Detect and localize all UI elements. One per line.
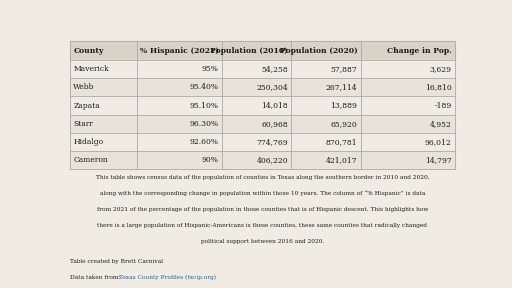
Text: 774,769: 774,769 bbox=[257, 138, 288, 146]
Text: political support between 2016 and 2020.: political support between 2016 and 2020. bbox=[201, 238, 324, 244]
Bar bbox=[222, 41, 291, 60]
Text: 92.60%: 92.60% bbox=[190, 138, 219, 146]
Text: Hidalgo: Hidalgo bbox=[73, 138, 103, 146]
Text: 90%: 90% bbox=[202, 156, 219, 164]
Text: 60,968: 60,968 bbox=[261, 120, 288, 128]
Text: This table shows census data of the population of counties in Texas along the so: This table shows census data of the popu… bbox=[96, 175, 429, 180]
Text: Webb: Webb bbox=[73, 83, 95, 91]
Text: 870,781: 870,781 bbox=[326, 138, 357, 146]
Bar bbox=[360, 78, 455, 96]
Bar bbox=[291, 133, 360, 151]
Text: Starr: Starr bbox=[73, 120, 93, 128]
Bar bbox=[360, 115, 455, 133]
Text: 95%: 95% bbox=[202, 65, 219, 73]
Text: -189: -189 bbox=[434, 102, 452, 109]
Text: 96,012: 96,012 bbox=[425, 138, 452, 146]
Bar bbox=[291, 115, 360, 133]
Bar bbox=[137, 60, 222, 78]
Text: 250,304: 250,304 bbox=[257, 83, 288, 91]
Bar bbox=[291, 60, 360, 78]
Bar bbox=[137, 151, 222, 169]
Bar bbox=[70, 60, 137, 78]
Text: Zapata: Zapata bbox=[73, 102, 100, 109]
Text: 54,258: 54,258 bbox=[261, 65, 288, 73]
Bar bbox=[291, 96, 360, 115]
Bar bbox=[137, 41, 222, 60]
Bar bbox=[222, 60, 291, 78]
Bar bbox=[70, 133, 137, 151]
Text: 267,114: 267,114 bbox=[326, 83, 357, 91]
Text: 14,018: 14,018 bbox=[261, 102, 288, 109]
Text: from 2021 of the percentage of the population in those counties that is of Hispa: from 2021 of the percentage of the popul… bbox=[97, 207, 428, 212]
Bar bbox=[70, 115, 137, 133]
Text: 16,810: 16,810 bbox=[425, 83, 452, 91]
Bar bbox=[70, 151, 137, 169]
Text: Data taken from:: Data taken from: bbox=[70, 274, 122, 280]
Bar bbox=[360, 133, 455, 151]
Text: 421,017: 421,017 bbox=[326, 156, 357, 164]
Text: 406,220: 406,220 bbox=[257, 156, 288, 164]
Bar bbox=[70, 41, 137, 60]
Bar bbox=[137, 96, 222, 115]
Bar bbox=[360, 60, 455, 78]
Bar bbox=[222, 78, 291, 96]
Text: 65,920: 65,920 bbox=[331, 120, 357, 128]
Bar bbox=[291, 78, 360, 96]
Bar bbox=[137, 115, 222, 133]
Bar bbox=[291, 151, 360, 169]
Text: % Hispanic (2021): % Hispanic (2021) bbox=[140, 47, 219, 55]
Text: Texas County Profiles (txcip.org): Texas County Profiles (txcip.org) bbox=[118, 274, 216, 280]
Text: 3,629: 3,629 bbox=[430, 65, 452, 73]
Text: 57,887: 57,887 bbox=[331, 65, 357, 73]
Bar bbox=[70, 96, 137, 115]
Bar bbox=[360, 41, 455, 60]
Bar bbox=[222, 151, 291, 169]
Text: 13,889: 13,889 bbox=[331, 102, 357, 109]
Text: Table created by Brett Carnival: Table created by Brett Carnival bbox=[70, 259, 163, 264]
Text: 14,797: 14,797 bbox=[425, 156, 452, 164]
Bar bbox=[291, 41, 360, 60]
Bar bbox=[360, 151, 455, 169]
Text: 95.40%: 95.40% bbox=[190, 83, 219, 91]
Bar bbox=[222, 133, 291, 151]
Text: 96.30%: 96.30% bbox=[189, 120, 219, 128]
Text: along with the corresponding change in population within those 10 years. The col: along with the corresponding change in p… bbox=[100, 191, 425, 196]
Bar bbox=[137, 133, 222, 151]
Bar bbox=[360, 96, 455, 115]
Text: Change in Pop.: Change in Pop. bbox=[387, 47, 452, 55]
Text: Cameron: Cameron bbox=[73, 156, 108, 164]
Bar bbox=[222, 96, 291, 115]
Text: there is a large population of Hispanic-Americans is these counties, these same : there is a large population of Hispanic-… bbox=[97, 223, 428, 228]
Text: 4,952: 4,952 bbox=[430, 120, 452, 128]
Bar bbox=[137, 78, 222, 96]
Text: Maverick: Maverick bbox=[73, 65, 109, 73]
Text: Population (2020): Population (2020) bbox=[280, 47, 357, 55]
Text: Population (2010): Population (2010) bbox=[210, 47, 288, 55]
Bar bbox=[70, 78, 137, 96]
Text: 95.10%: 95.10% bbox=[190, 102, 219, 109]
Text: County: County bbox=[73, 47, 103, 55]
Bar bbox=[222, 115, 291, 133]
